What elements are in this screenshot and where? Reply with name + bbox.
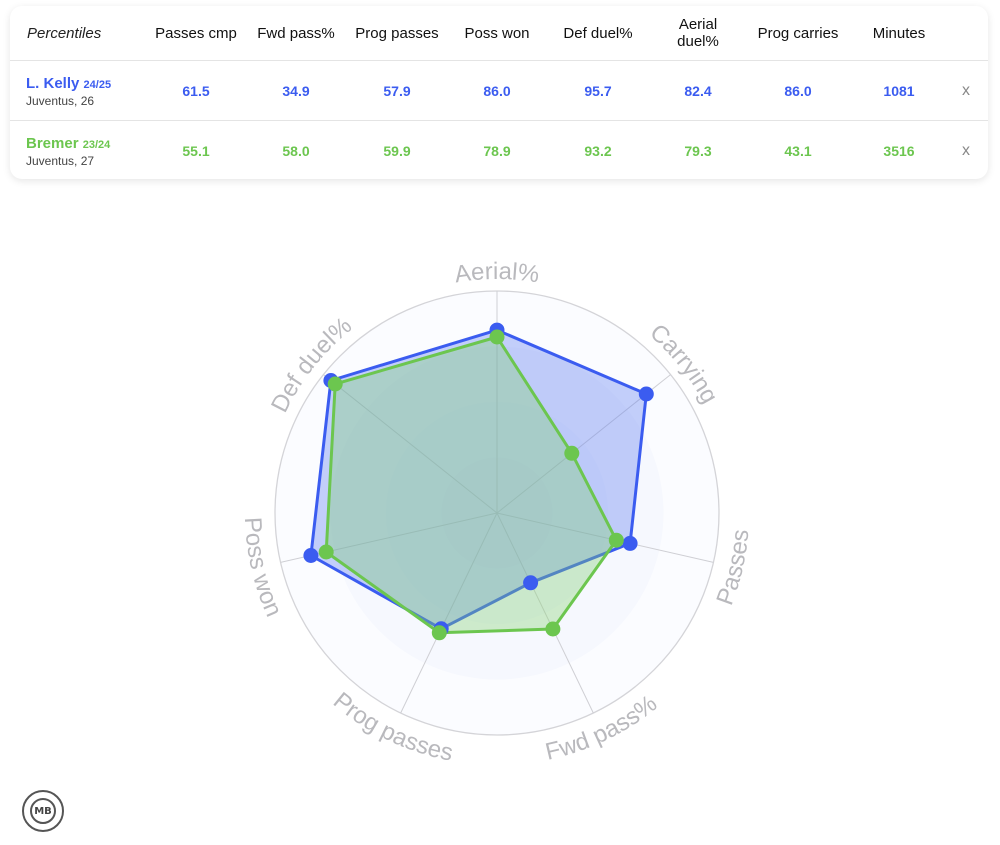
- value-cell: 78.9: [483, 142, 511, 159]
- remove-player-button[interactable]: x: [962, 141, 970, 159]
- value-cell: 59.9: [383, 142, 411, 159]
- col-prog-passes: Prog passes: [355, 24, 439, 42]
- value-cell: 86.0: [483, 82, 511, 99]
- radar-point[interactable]: [489, 329, 505, 345]
- player-club-age: Juventus, 27: [26, 154, 95, 168]
- player-season: 24/25: [83, 79, 112, 91]
- radar-point[interactable]: [608, 532, 624, 548]
- axis-label: Aerial%: [453, 258, 541, 289]
- radar-point[interactable]: [638, 386, 654, 402]
- radar-point[interactable]: [545, 621, 561, 637]
- radar-series-polygon: [309, 328, 648, 631]
- value-cell: 58.0: [282, 142, 310, 159]
- table-row: Bremer 23/24 Juventus, 27 55.1 58.0 59.9…: [10, 120, 988, 180]
- value-cell: 79.3: [684, 142, 712, 159]
- player-name[interactable]: Bremer 23/24: [26, 135, 110, 152]
- value-cell: 3516: [883, 142, 915, 159]
- player-name[interactable]: L. Kelly 24/25: [26, 75, 111, 92]
- radar-series: [303, 322, 654, 641]
- radar-point[interactable]: [564, 445, 580, 461]
- value-cell: 55.1: [182, 142, 210, 159]
- value-cell: 43.1: [784, 142, 812, 159]
- radar-point[interactable]: [327, 376, 343, 392]
- radar-spoke: [400, 512, 498, 714]
- col-poss-won: Poss won: [464, 24, 530, 42]
- table-header: Percentiles Passes cmp Fwd pass% Prog pa…: [10, 6, 988, 60]
- col-aerial-duel: Aerial duel%: [677, 16, 719, 50]
- radar-point[interactable]: [318, 544, 334, 560]
- table-row: L. Kelly 24/25 Juventus, 26 61.5 34.9 57…: [10, 60, 988, 120]
- player-season: 23/24: [82, 139, 111, 151]
- radar-spoke: [496, 512, 714, 563]
- col-fwd-pass: Fwd pass%: [257, 24, 335, 42]
- col-minutes: Minutes: [872, 24, 926, 42]
- value-cell: 86.0: [784, 82, 812, 99]
- comparison-table: Percentiles Passes cmp Fwd pass% Prog pa…: [10, 6, 988, 179]
- radar-point[interactable]: [523, 575, 539, 591]
- value-cell: 82.4: [684, 82, 712, 99]
- percentiles-label: Percentiles: [27, 24, 102, 42]
- player-club-age: Juventus, 26: [26, 94, 95, 108]
- col-passes-cmp: Passes cmp: [155, 24, 237, 42]
- value-cell: 61.5: [182, 82, 210, 99]
- logo-text: MB: [30, 798, 56, 824]
- col-prog-carries: Prog carries: [757, 24, 839, 42]
- value-cell: 1081: [883, 82, 915, 99]
- radar-spoke: [323, 374, 498, 514]
- radar-point[interactable]: [303, 548, 319, 563]
- logo-icon: MB: [22, 790, 64, 832]
- value-cell: 93.2: [584, 142, 612, 159]
- value-cell: 95.7: [584, 82, 612, 99]
- radar-point[interactable]: [431, 625, 447, 641]
- radar-series-polygon: [324, 335, 618, 635]
- radar-spoke: [496, 512, 594, 714]
- player-name-text[interactable]: L. Kelly: [26, 75, 80, 92]
- value-cell: 57.9: [383, 82, 411, 99]
- radar-point[interactable]: [622, 535, 638, 551]
- col-def-duel: Def duel%: [563, 24, 633, 42]
- player-name-text[interactable]: Bremer: [26, 135, 79, 152]
- value-cell: 34.9: [282, 82, 310, 99]
- remove-player-button[interactable]: x: [962, 81, 970, 99]
